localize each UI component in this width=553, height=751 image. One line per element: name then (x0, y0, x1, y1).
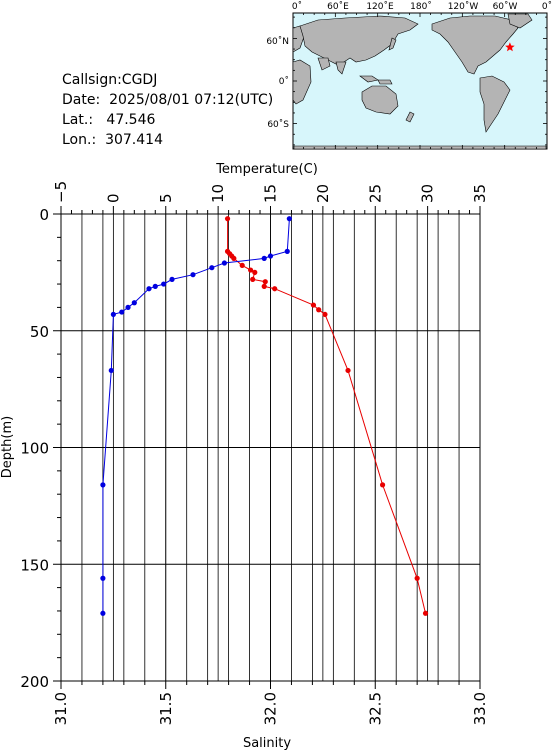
temperature-point (414, 575, 420, 581)
salinity-line (102, 218, 290, 614)
callsign-label: Callsign: (62, 72, 122, 88)
temperature-point (231, 255, 237, 261)
salinity-point (261, 255, 267, 261)
map-tick-labels: 0˚ 60˚E 120˚E 180˚ 120˚W 60˚W 0˚ 60˚N 0˚… (266, 1, 552, 130)
salinity-point (100, 575, 106, 581)
temperature-point (345, 367, 351, 374)
salinity-point (100, 610, 106, 616)
depth-tick-labels: 0 50 100 150 200 (20, 206, 49, 691)
temperature-point (261, 283, 267, 289)
temperature-point (316, 307, 322, 313)
depth-tick-label: 200 (20, 673, 49, 691)
temperature-point (224, 216, 231, 222)
salinity-point (284, 248, 290, 254)
temperature-point (379, 482, 386, 488)
temperature-point (247, 267, 254, 273)
chart-grid (60, 214, 481, 681)
temperature-point (310, 302, 317, 308)
date-label: Date: (62, 92, 101, 108)
salinity-point (267, 253, 274, 259)
salinity-point (286, 216, 292, 222)
lat-label: Lat.: (62, 112, 94, 128)
map-lon-tick-label: 60˚E (327, 1, 349, 12)
map-lat-tick-label: 0˚ (279, 76, 289, 87)
salinity-point (110, 311, 116, 318)
map-lon-tick-label: 60˚W (493, 1, 518, 12)
lon-value: 307.414 (105, 132, 163, 148)
depth-tick-label: 0 (39, 206, 49, 224)
temperature-tick-labels: −5 0 5 10 15 20 25 30 35 (52, 181, 489, 203)
depth-axis-label: Depth(m) (0, 416, 15, 478)
lon-label: Lon.: (62, 132, 97, 148)
temp-tick-label: 0 (104, 193, 122, 203)
salinity-point (146, 286, 152, 292)
lat-value: 47.546 (106, 112, 156, 128)
salinity-tick-label: 31.0 (52, 692, 70, 725)
salinity-point (152, 283, 158, 289)
salinity-tick-label: 33.0 (471, 692, 489, 725)
date-line: Date: 2025/08/01 07:12(UTC) (62, 90, 273, 110)
station-marker-star (505, 42, 515, 52)
salinity-point (100, 482, 106, 488)
temperature-point (422, 610, 429, 616)
map-lat-tick-label: 60˚N (266, 36, 289, 47)
salinity-point (125, 304, 131, 310)
temperature-point (250, 276, 256, 282)
date-value: 2025/08/01 07:12(UTC) (109, 92, 274, 108)
lat-line: Lat.: 47.546 (62, 110, 273, 130)
map-lat-tick-label: 60˚S (267, 119, 289, 130)
map-lon-tick-label: 0˚ (292, 1, 302, 12)
salinity-point (119, 309, 125, 315)
temp-tick-label: 5 (157, 193, 175, 203)
callsign-value: CGDJ (121, 72, 158, 88)
salinity-point (169, 276, 175, 282)
temperature-point (262, 279, 268, 285)
temp-tick-label: 35 (471, 184, 489, 203)
salinity-tick-label: 32.5 (366, 692, 384, 725)
station-star-icon (505, 42, 515, 52)
depth-tick-label: 50 (30, 323, 49, 341)
temperature-point (272, 286, 278, 292)
salinity-tick-label: 31.5 (157, 692, 175, 725)
temp-tick-label: −5 (52, 181, 70, 203)
salinity-axis-label: Salinity (243, 736, 291, 751)
salinity-point (108, 367, 114, 374)
depth-tick-label: 100 (20, 440, 49, 458)
data-series (100, 216, 429, 616)
axis-tick-marks (53, 206, 481, 689)
salinity-point (221, 260, 228, 266)
temp-tick-label: 20 (314, 184, 332, 203)
map-landmasses (292, 13, 547, 150)
depth-tick-label: 150 (20, 556, 49, 574)
salinity-point (190, 272, 196, 278)
temperature-axis-label: Temperature(C) (215, 162, 318, 177)
temp-tick-label: 15 (262, 184, 280, 203)
temperature-point (322, 311, 328, 318)
temp-tick-label: 10 (209, 184, 227, 203)
salinity-tick-label: 32.0 (262, 692, 280, 725)
map-lon-tick-label: 0˚ (542, 1, 552, 12)
callsign-line: Callsign:CGDJ (62, 70, 273, 90)
lon-line: Lon.: 307.414 (62, 130, 273, 150)
temperature-point (239, 262, 245, 268)
salinity-point (131, 300, 137, 306)
salinity-point (161, 281, 167, 287)
map-lon-tick-label: 120˚W (448, 1, 479, 12)
map-lon-tick-label: 120˚E (366, 1, 394, 12)
map-tick-marks (292, 13, 548, 149)
salinity-tick-labels: 31.0 31.5 32.0 32.5 33.0 (52, 692, 489, 725)
temp-tick-label: 25 (366, 184, 384, 203)
temp-tick-label: 30 (419, 184, 437, 203)
temperature-point (252, 269, 258, 275)
salinity-point (209, 265, 215, 271)
station-info: Callsign:CGDJ Date: 2025/08/01 07:12(UTC… (62, 70, 273, 150)
map-lon-tick-label: 180˚ (410, 1, 432, 12)
